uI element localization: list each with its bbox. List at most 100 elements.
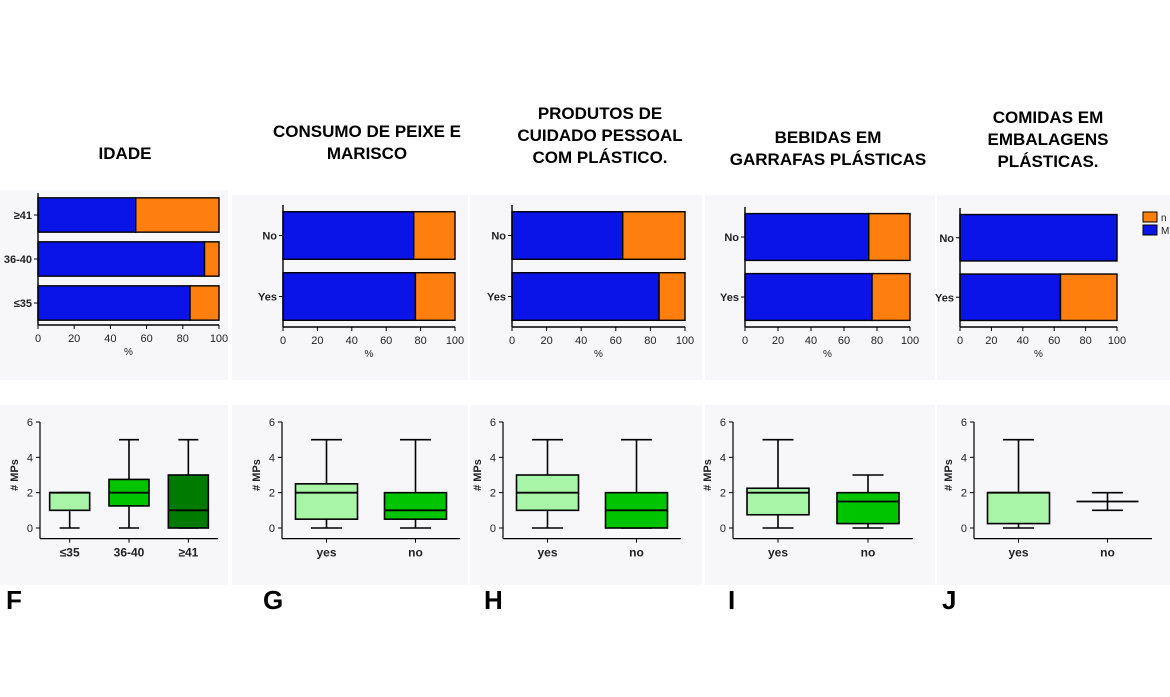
column-title: IDADE — [15, 143, 235, 165]
x-tick-label: 0 — [957, 335, 963, 347]
category-tick-label: Yes — [487, 292, 506, 304]
x-tick-label: ≤35 — [60, 546, 80, 560]
x-tick-label: 60 — [610, 335, 622, 347]
column-title: BEBIDAS EM GARRAFAS PLÁSTICAS — [718, 127, 938, 171]
y-tick-label: 0 — [720, 523, 726, 535]
x-tick-label: 0 — [742, 335, 748, 347]
x-tick-label: 20 — [311, 335, 323, 347]
x-tick-label: 40 — [346, 335, 358, 347]
legend-label: n — [1161, 213, 1167, 224]
x-tick-label: 80 — [871, 335, 883, 347]
x-tick-label: 0 — [280, 335, 286, 347]
y-tick-label: 0 — [27, 523, 33, 535]
bar-segment — [1059, 273, 1118, 322]
x-tick-label: 0 — [35, 333, 41, 345]
bar-segment — [37, 285, 191, 321]
box — [48, 491, 91, 512]
legend-swatch — [1142, 211, 1158, 223]
category-tick-label: No — [262, 231, 277, 243]
column-title-line: GARRAFAS PLÁSTICAS — [729, 150, 927, 169]
panel-background — [705, 405, 935, 585]
column-title-line: COMIDAS EM — [992, 108, 1104, 127]
bar-segment — [622, 211, 686, 260]
category-tick-label: No — [491, 231, 506, 243]
bar-segment — [868, 212, 911, 262]
x-tick-label: no — [408, 546, 423, 560]
box-plot-chart: 0 2 4 6 # MPs ≤35 36-40 ≥41 — [9, 417, 218, 560]
y-tick-label: 0 — [269, 523, 275, 535]
box-plot-chart: 0 2 4 6 # MPs yes no — [943, 417, 1152, 560]
x-tick-label: 100 — [676, 335, 694, 347]
x-tick-label: 60 — [838, 335, 850, 347]
column-title-line: PRODUTOS DE — [537, 104, 663, 123]
bar-segment — [413, 211, 456, 260]
bar-segment — [203, 241, 220, 277]
x-tick-label: 20 — [985, 335, 997, 347]
box — [383, 491, 448, 520]
column-title-line: CUIDADO PESSOAL — [517, 126, 683, 145]
x-tick-label: 20 — [540, 335, 552, 347]
x-tick-label: yes — [1008, 546, 1028, 560]
bar-segment — [37, 241, 206, 277]
y-tick-label: 4 — [961, 452, 967, 464]
bar-segment — [511, 211, 624, 260]
bar-segment — [282, 272, 417, 321]
stacked-bar-chart: No Yes 0 20 40 60 80 100% — [935, 208, 1126, 360]
x-tick-label: 80 — [1079, 335, 1091, 347]
bar-segment — [871, 272, 911, 322]
x-tick-label: no — [629, 546, 644, 560]
category-tick-label: ≥41 — [14, 210, 32, 222]
stacked-bar-chart: No Yes 0 20 40 60 80 100% — [258, 205, 464, 360]
y-axis-label: # MPs — [943, 459, 955, 491]
x-axis-label: % — [1034, 349, 1043, 360]
x-axis-label: % — [594, 349, 603, 360]
y-tick-label: 4 — [269, 452, 275, 464]
x-tick-label: 80 — [414, 335, 426, 347]
x-tick-label: 0 — [509, 335, 515, 347]
category-tick-label: 36-40 — [4, 254, 32, 266]
x-tick-label: 100 — [901, 335, 919, 347]
y-tick-label: 2 — [27, 488, 33, 500]
bar-segment — [282, 211, 415, 260]
x-axis-label: % — [823, 349, 832, 360]
box-plot-chart: 0 2 4 6 # MPs yes no — [472, 417, 681, 560]
bar-segment — [744, 212, 870, 262]
box — [986, 491, 1051, 525]
column-title-line: MARISCO — [326, 144, 408, 163]
box — [294, 483, 359, 520]
y-tick-label: 0 — [961, 523, 967, 535]
x-tick-label: 100 — [1108, 335, 1126, 347]
category-tick-label: ≤35 — [14, 298, 32, 310]
y-tick-label: 2 — [720, 488, 726, 500]
bar-segment — [511, 272, 660, 321]
y-axis-label: # MPs — [9, 459, 21, 491]
y-axis-label: # MPs — [251, 459, 263, 491]
box-plot-chart: 0 2 4 6 # MPs yes no — [702, 417, 913, 560]
category-tick-label: Yes — [720, 292, 739, 304]
column-title-line: COM PLÁSTICO. — [532, 148, 668, 167]
x-tick-label: 40 — [575, 335, 587, 347]
legend-label: M — [1161, 226, 1169, 237]
y-tick-label: 6 — [269, 417, 275, 429]
column-title: COMIDAS EM EMBALAGENS PLÁSTICAS. — [938, 107, 1158, 173]
column-title-line: PLÁSTICAS. — [997, 152, 1099, 171]
category-tick-label: Yes — [258, 292, 277, 304]
y-tick-label: 2 — [961, 488, 967, 500]
x-tick-label: 20 — [68, 333, 80, 345]
box — [167, 474, 210, 529]
panel-background — [937, 405, 1170, 585]
x-tick-label: 80 — [177, 333, 189, 345]
column-title: PRODUTOS DE CUIDADO PESSOAL COM PLÁSTICO. — [490, 103, 710, 169]
x-tick-label: 100 — [446, 335, 464, 347]
bar-segment — [37, 197, 137, 233]
legend: nM — [1142, 211, 1169, 237]
column-title-line: BEBIDAS EM — [774, 128, 882, 147]
x-tick-label: yes — [316, 546, 336, 560]
y-tick-label: 6 — [490, 417, 496, 429]
legend-swatch — [1142, 224, 1158, 236]
x-tick-label: 100 — [210, 333, 228, 345]
bar-segment — [658, 272, 686, 321]
x-tick-label: no — [1100, 546, 1115, 560]
x-tick-label: ≥41 — [178, 546, 198, 560]
y-tick-label: 4 — [490, 452, 496, 464]
